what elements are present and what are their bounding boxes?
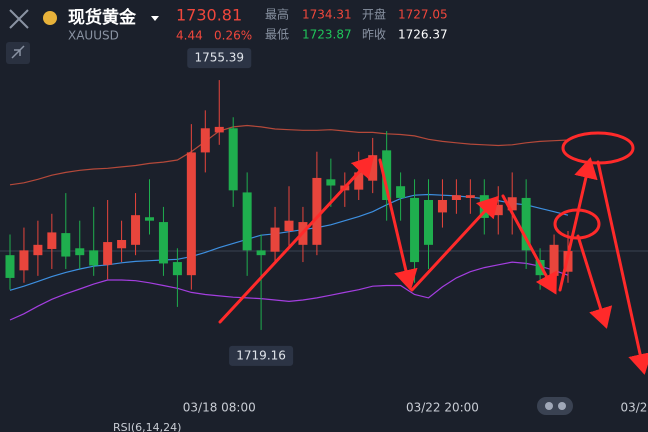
- candle-body: [326, 179, 336, 186]
- stat-label: 昨收: [362, 28, 386, 42]
- stat-label: 最高: [265, 7, 289, 22]
- candle-body: [410, 197, 420, 263]
- candle-body: [270, 227, 280, 252]
- close-button[interactable]: [9, 9, 29, 29]
- candle-body: [382, 150, 392, 200]
- stat-value: 1727.05: [398, 8, 448, 22]
- candle-body: [549, 244, 559, 276]
- indicator-line: [9, 261, 569, 321]
- price-flag: 1719.16: [236, 348, 286, 362]
- x-tick-label: 03/25: [620, 401, 648, 415]
- candle-body: [284, 220, 294, 232]
- stat-value: 1734.31: [302, 8, 352, 22]
- candle-body: [33, 244, 43, 256]
- candle-body: [507, 197, 517, 211]
- indicator-label: RSI(6,14,24): [113, 421, 181, 432]
- stat-value: 1726.37: [398, 28, 448, 42]
- candle-body: [312, 177, 322, 245]
- candle-body: [5, 255, 15, 278]
- price-flag-bg: [229, 345, 294, 366]
- candle-body: [228, 128, 238, 191]
- change-pct: 0.26%: [214, 29, 252, 43]
- x-tick-label: 03/22 20:00: [406, 401, 479, 415]
- gold-icon: [43, 11, 57, 25]
- stat-value: 1723.87: [302, 28, 352, 42]
- candle-body: [200, 128, 210, 153]
- candle-body: [354, 172, 364, 190]
- symbol: XAUUSD: [68, 29, 119, 43]
- price-flag-bg: [187, 48, 252, 69]
- candle-body: [396, 186, 406, 198]
- price-flag: 1755.39: [194, 51, 244, 65]
- x-tick-label: 03/18 08:00: [183, 401, 256, 415]
- candle-body: [493, 204, 503, 216]
- candle-body: [47, 232, 57, 249]
- candle-body: [451, 195, 461, 200]
- stat-label: 开盘: [362, 7, 386, 22]
- price: 1730.81: [176, 6, 242, 25]
- candle-body: [19, 250, 29, 271]
- candle-body: [61, 233, 71, 257]
- candle-body: [242, 192, 252, 251]
- change: 4.44: [176, 29, 203, 43]
- candle-body: [145, 217, 154, 221]
- candle-body: [103, 242, 113, 265]
- title: 现货黄金: [68, 7, 137, 28]
- candle-body: [131, 215, 141, 245]
- candle-body: [117, 240, 127, 249]
- candle-body: [89, 250, 99, 266]
- annotations: [218, 131, 648, 375]
- candle-body: [424, 200, 433, 245]
- candle-body: [158, 222, 168, 264]
- candle-body: [172, 262, 182, 276]
- candle-body: [214, 126, 224, 133]
- scroll-indicator[interactable]: [537, 397, 573, 415]
- candle-body: [437, 200, 447, 213]
- candle-body: [256, 250, 266, 256]
- candle-body: [521, 197, 531, 251]
- indicator-line: [9, 124, 569, 186]
- dropdown[interactable]: [151, 16, 159, 21]
- candle-body: [465, 195, 475, 198]
- candle-body: [75, 248, 85, 256]
- stat-label: 最低: [265, 28, 289, 42]
- collapse-button[interactable]: [6, 42, 30, 64]
- candle-body: [186, 152, 196, 276]
- header: 现货黄金 XAUUSD 1730.81 4.44 0.26% 最高 1734.3…: [6, 6, 448, 64]
